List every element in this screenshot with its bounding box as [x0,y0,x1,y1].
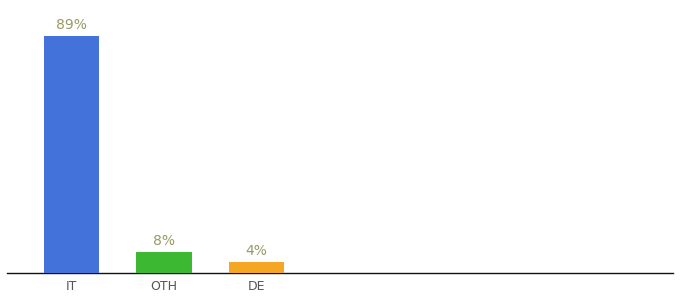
Text: 8%: 8% [153,234,175,248]
Text: 4%: 4% [245,244,268,259]
Bar [137,252,192,273]
Bar [44,36,99,273]
Text: 89%: 89% [56,18,87,32]
Bar [229,262,284,273]
